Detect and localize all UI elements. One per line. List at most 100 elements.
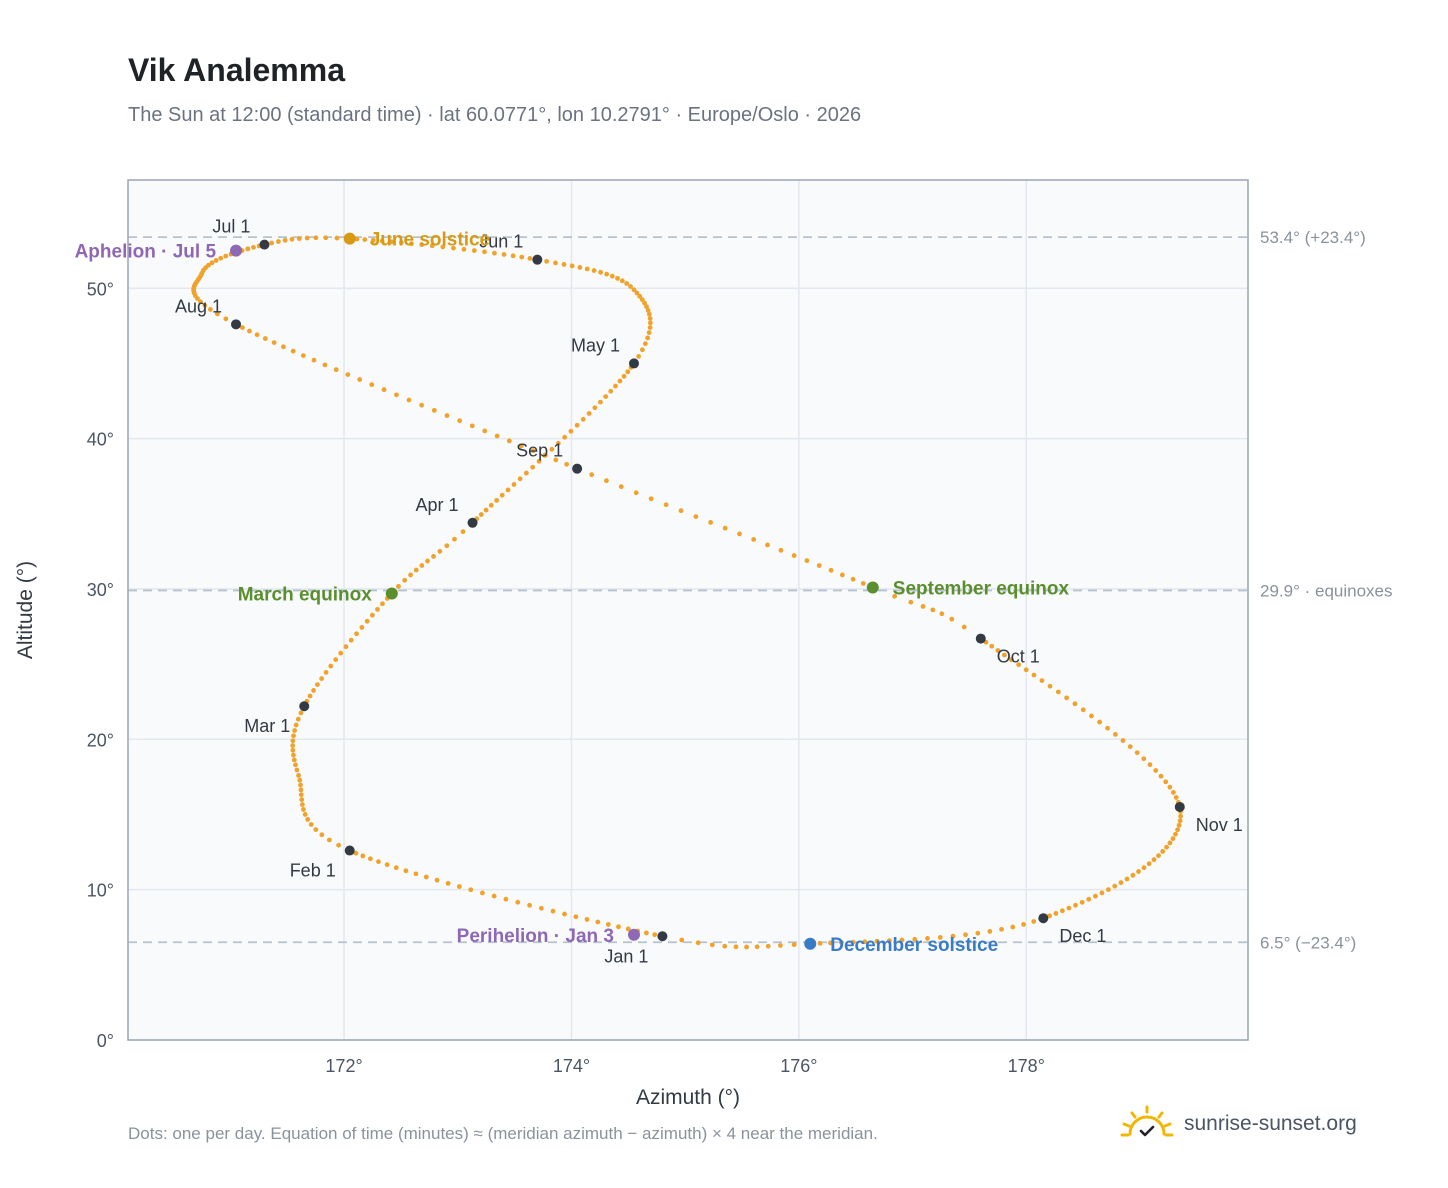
daily-dot — [413, 871, 419, 877]
daily-dot — [223, 316, 229, 322]
daily-dot — [299, 797, 305, 803]
daily-dot — [553, 260, 558, 266]
daily-dot — [326, 837, 332, 843]
daily-dot — [1047, 683, 1053, 689]
daily-dot — [434, 877, 440, 883]
daily-dot — [765, 542, 770, 548]
y-axis-label: Altitude (°) — [14, 561, 37, 659]
brand[interactable]: sunrise-sunset.org — [1120, 1100, 1357, 1148]
daily-dot — [754, 944, 760, 950]
event-dot — [343, 232, 356, 245]
daily-dot — [282, 237, 288, 243]
daily-dot — [1151, 857, 1157, 863]
daily-dot — [613, 383, 618, 389]
brand-name: sunrise-sunset.org — [1184, 1112, 1357, 1135]
daily-dot — [293, 722, 299, 728]
chart-subtitle: The Sun at 12:00 (standard time) · lat 6… — [128, 104, 862, 126]
daily-dot — [271, 340, 277, 346]
y-tick-label: 40° — [87, 430, 114, 450]
y-tick-label: 50° — [87, 279, 114, 299]
daily-dot — [240, 325, 245, 330]
daily-dot — [646, 330, 652, 336]
daily-dot — [722, 943, 728, 949]
event-dot — [385, 587, 398, 600]
y-tick-label: 30° — [87, 580, 114, 600]
daily-dot — [603, 394, 609, 399]
daily-dot — [519, 254, 525, 260]
daily-dot — [338, 650, 344, 656]
daily-dot — [542, 452, 548, 458]
daily-dot — [1031, 919, 1037, 924]
daily-dot — [408, 572, 413, 578]
daily-dot — [1118, 880, 1124, 886]
x-tick-label: 178° — [1008, 1056, 1045, 1076]
daily-dot — [722, 525, 728, 531]
event-label: March equinox — [238, 584, 373, 605]
daily-dot — [987, 929, 993, 934]
daily-dot — [444, 413, 450, 418]
reference-line-label: 53.4° (+23.4°) — [1260, 228, 1366, 247]
daily-dot — [440, 244, 446, 250]
daily-dot — [302, 812, 308, 817]
daily-dot — [425, 558, 430, 564]
daily-dot — [389, 239, 394, 245]
daily-dot — [460, 529, 466, 535]
daily-dot — [1072, 701, 1078, 707]
daily-dot — [639, 297, 645, 303]
x-tick-label: 174° — [553, 1056, 590, 1076]
sun-checkmark-logo-icon — [1120, 1105, 1174, 1137]
y-tick-label: 20° — [87, 730, 114, 750]
daily-dot — [296, 772, 301, 778]
daily-dot — [598, 399, 603, 405]
month-label: Nov 1 — [1196, 815, 1243, 835]
daily-dot — [584, 266, 590, 272]
plot-frame — [127, 179, 1249, 1041]
daily-dot — [999, 926, 1004, 932]
daily-dot — [679, 937, 685, 943]
daily-dot — [348, 637, 354, 643]
daily-dot — [419, 563, 425, 568]
daily-dot — [1059, 908, 1065, 914]
daily-dot — [663, 502, 669, 508]
daily-dot — [1016, 662, 1022, 668]
daily-dot — [402, 577, 408, 583]
daily-dot — [1021, 921, 1026, 927]
daily-dot — [648, 496, 654, 502]
daily-dot — [617, 378, 623, 384]
daily-dot — [357, 377, 363, 382]
daily-dot — [313, 827, 319, 833]
daily-dot — [482, 249, 487, 255]
daily-dot — [499, 492, 505, 498]
daily-dot — [333, 657, 339, 663]
event-label: September equinox — [893, 578, 1070, 599]
month-dot — [1038, 913, 1049, 924]
daily-dot — [364, 618, 370, 624]
month-dot — [572, 463, 583, 474]
month-label: Jul 1 — [212, 217, 250, 237]
daily-dot — [1112, 883, 1118, 889]
daily-dot — [527, 255, 533, 261]
daily-dot — [469, 423, 475, 429]
daily-dot — [311, 357, 317, 363]
daily-dot — [308, 822, 314, 827]
month-dot — [231, 319, 242, 330]
daily-dot — [744, 944, 749, 950]
daily-dot — [254, 332, 260, 338]
daily-dot — [1047, 913, 1052, 919]
daily-dot — [1167, 840, 1173, 846]
daily-dot — [920, 604, 926, 609]
month-label: Mar 1 — [244, 716, 290, 736]
chart-title: Vik Analemma — [128, 52, 345, 88]
daily-dot — [381, 387, 387, 393]
daily-dot — [269, 240, 274, 246]
daily-dot — [298, 782, 303, 788]
daily-dot — [693, 514, 699, 519]
daily-dot — [429, 243, 435, 249]
daily-dot — [549, 446, 555, 452]
daily-dot — [517, 476, 523, 482]
daily-dot — [584, 917, 590, 922]
daily-dot — [413, 567, 419, 573]
event-label: June solstice — [370, 230, 490, 251]
daily-dot — [708, 520, 714, 525]
daily-dot — [1170, 836, 1176, 842]
